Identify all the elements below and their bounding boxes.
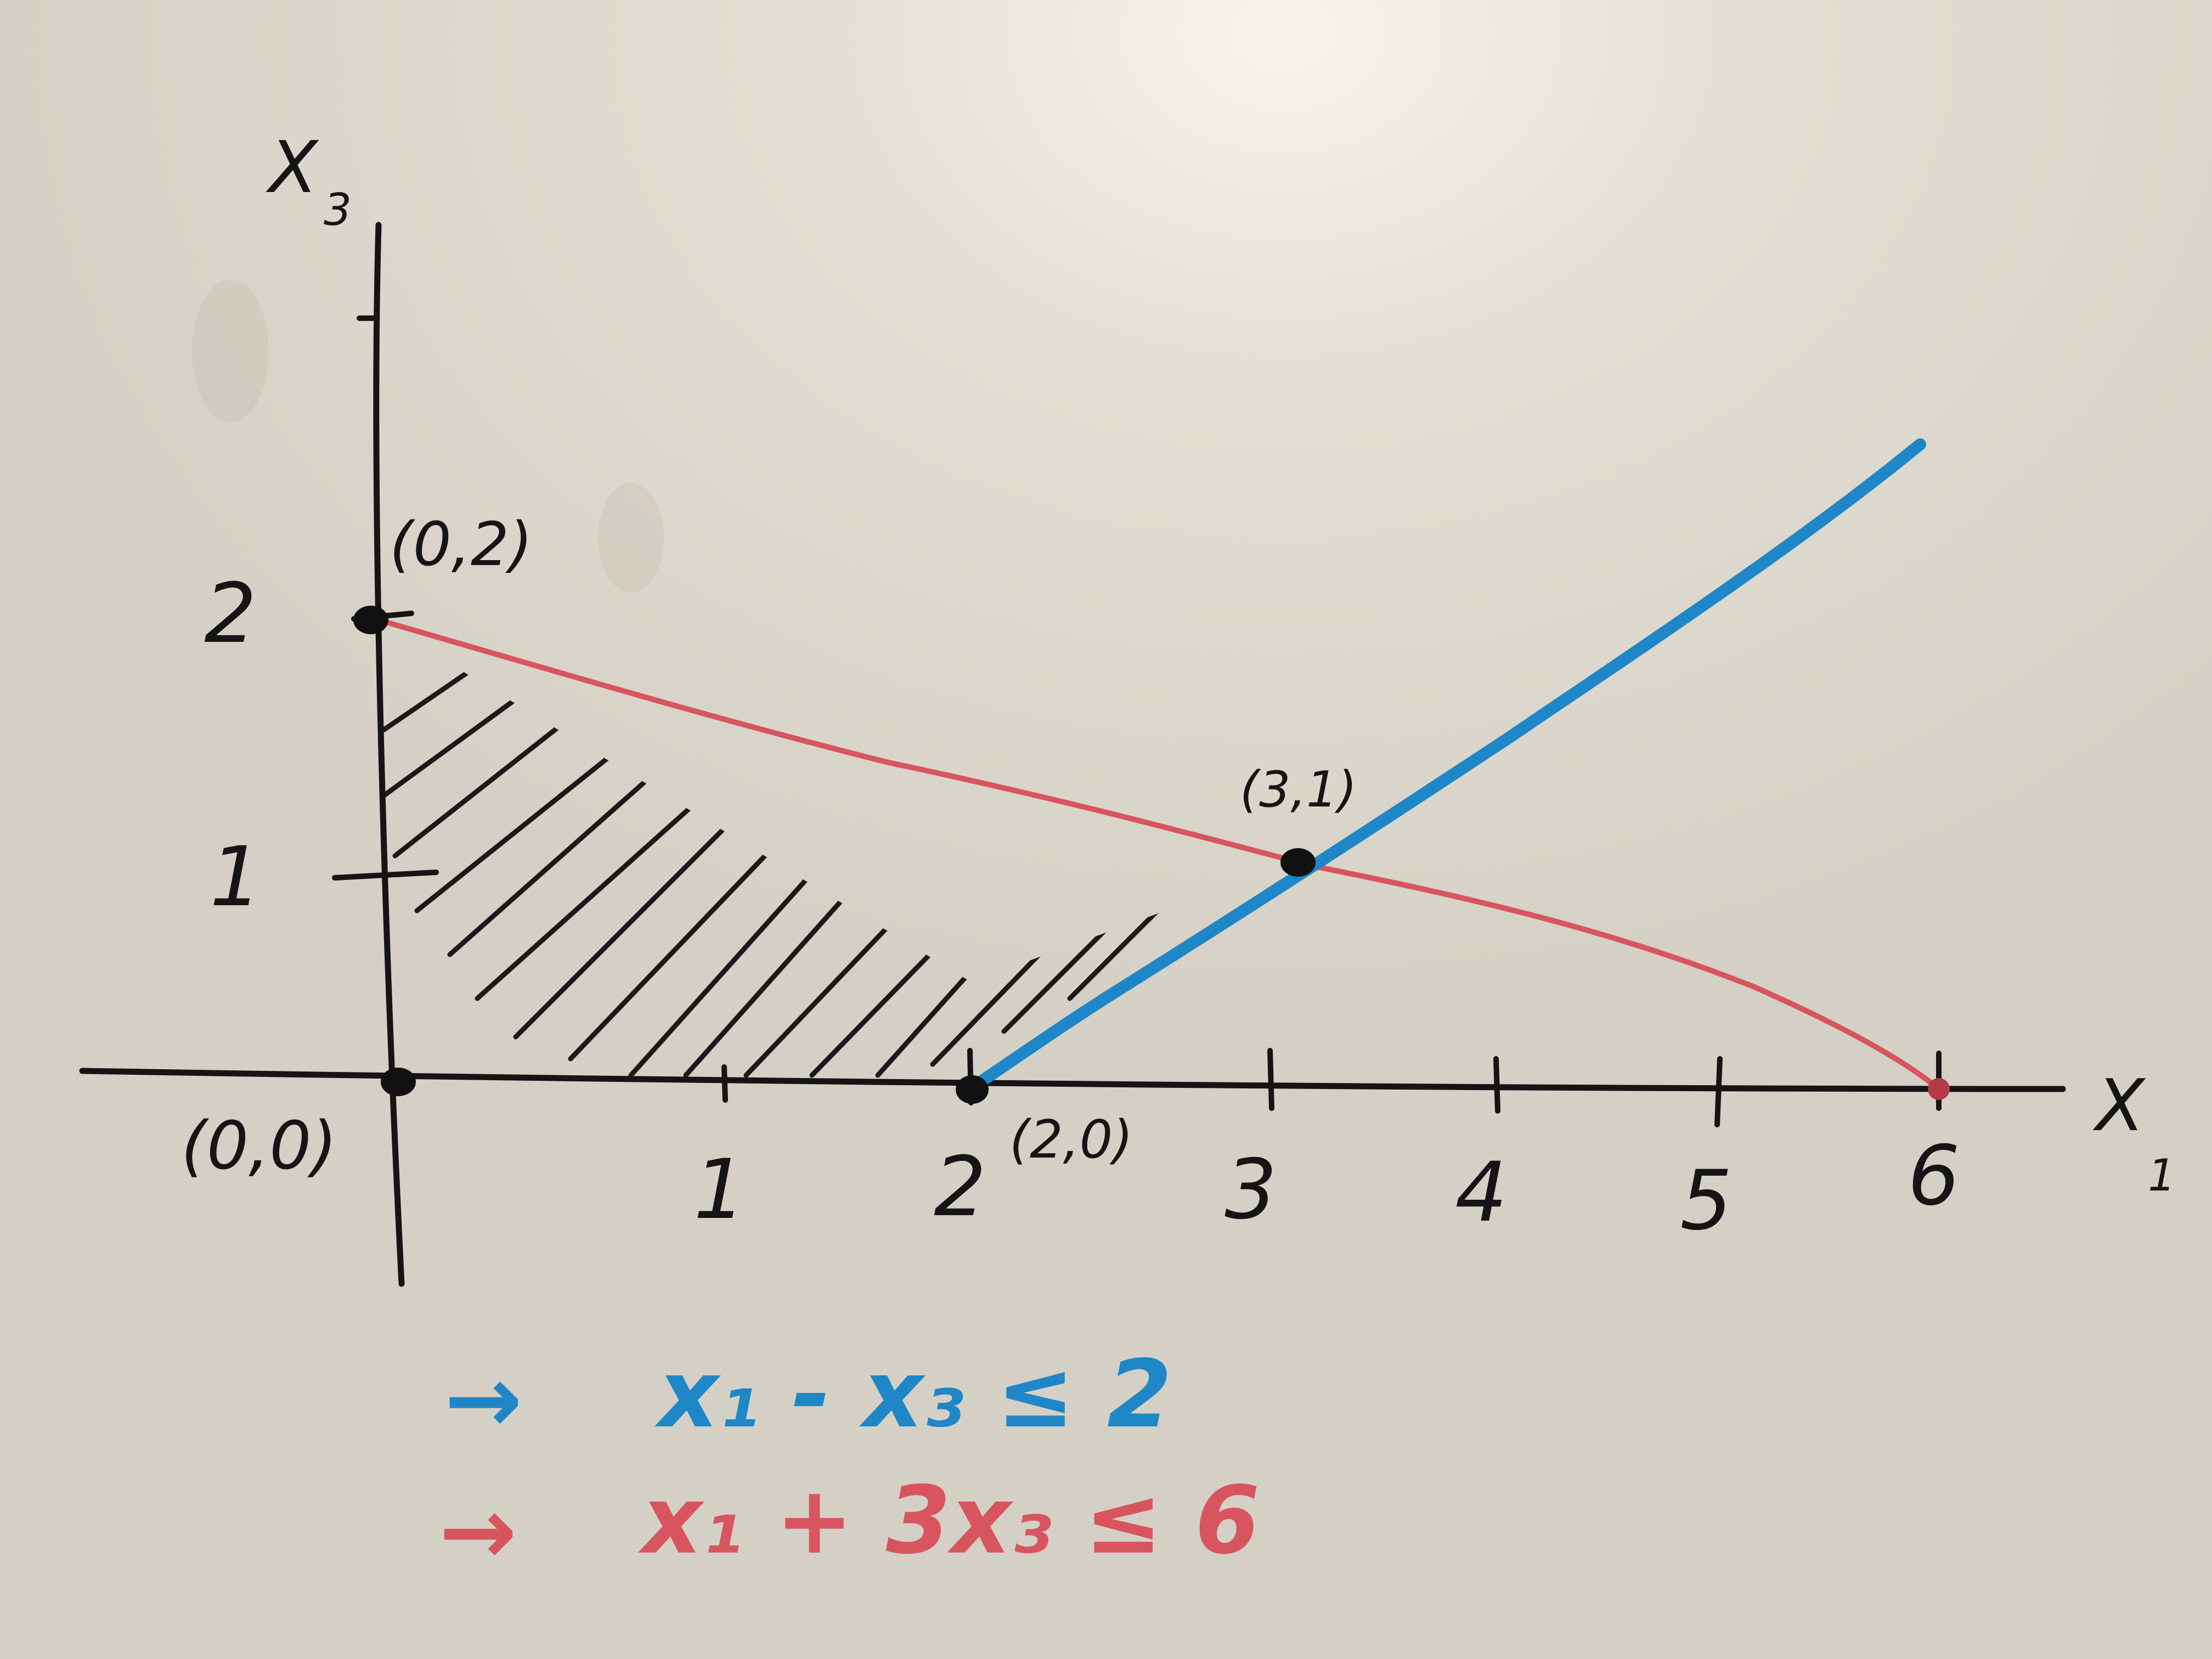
red-constraint-arrow: → (439, 1477, 517, 1586)
y-tick-labels: 1 2 (204, 566, 262, 925)
vertex-points (353, 606, 1950, 1104)
blue-constraint-arrow: → (444, 1346, 522, 1454)
point-0-2 (353, 606, 388, 634)
x-tick-label-4: 4 (1455, 1145, 1507, 1240)
point-6-0 (1928, 1078, 1950, 1100)
point-labels: (0,0) (0,2) (2,0) (3,1) (181, 509, 1357, 1184)
constraint-legend: → x₁ - x₃ ≤ 2 → x₁ + 3x₃ ≤ 6 (439, 1340, 1260, 1586)
label-0-2: (0,2) (390, 509, 533, 579)
x-tick-label-6: 6 (1908, 1128, 1960, 1224)
blue-constraint-text: x₁ - x₃ ≤ 2 (654, 1340, 1172, 1449)
label-origin: (0,0) (181, 1108, 337, 1184)
red-constraint-text: x₁ + 3x₃ ≤ 6 (638, 1466, 1260, 1575)
x-tick-label-1: 1 (693, 1142, 746, 1238)
smudge (598, 483, 664, 592)
y-tick-label-1: 1 (210, 830, 262, 925)
y-axis-label: X (266, 126, 319, 209)
smudge (192, 280, 269, 422)
y-tick-label-2: 2 (204, 566, 256, 662)
x-tick-labels: 1 2 3 4 5 6 (693, 1128, 1960, 1249)
y-axis-line (373, 222, 405, 1287)
x-tick-label-5: 5 (1680, 1153, 1732, 1249)
point-3-1 (1280, 848, 1316, 877)
blue-constraint-line (964, 438, 1926, 1095)
label-3-1: (3,1) (1240, 761, 1357, 819)
x-axis-label-sub: 1 (2148, 1150, 2176, 1201)
y-axis-label-sub: 3 (324, 184, 352, 235)
x-axis-label: X (2092, 1064, 2146, 1147)
point-2-0 (956, 1075, 989, 1104)
x-tick-label-3: 3 (1224, 1142, 1277, 1238)
x-tick-label-2: 2 (934, 1139, 986, 1235)
label-2-0: (2,0) (1009, 1110, 1133, 1170)
x-axis-line (79, 1068, 2066, 1092)
red-constraint-line (376, 617, 1942, 1092)
point-origin (381, 1068, 416, 1096)
